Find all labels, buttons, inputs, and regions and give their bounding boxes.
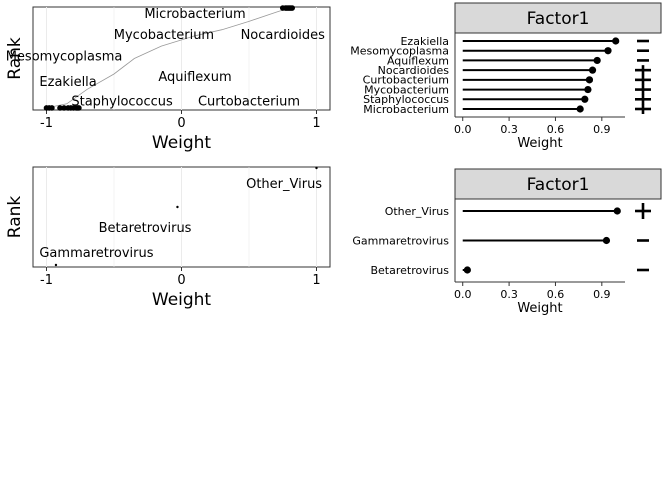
- y-axis-title: Rank: [5, 196, 25, 239]
- facet-strip: [454, 2, 662, 34]
- data-point: [76, 105, 82, 111]
- feature-label: Mesomycoplasma: [6, 49, 123, 64]
- lollipop-head: [588, 66, 597, 74]
- category-label: Staphylococcus: [363, 93, 449, 106]
- category-label: Aquiflexum: [387, 54, 449, 67]
- data-point: [49, 105, 55, 111]
- data-point: [61, 105, 67, 111]
- lollipop-head: [585, 76, 594, 84]
- feature-label: Other_Virus: [246, 177, 322, 192]
- data-point: [54, 263, 58, 267]
- x-tick-label: 0.9: [593, 123, 611, 136]
- feature-label: Mycobacterium: [114, 28, 214, 43]
- x-tick-label: 0.0: [454, 288, 472, 301]
- x-tick-label: 1: [312, 116, 320, 131]
- lollipop-head: [581, 95, 589, 103]
- lollipop-head: [602, 236, 611, 245]
- feature-label: Aquiflexum: [158, 70, 231, 85]
- category-label: Mesomycoplasma: [350, 45, 449, 58]
- x-axis-title: Weight: [517, 136, 562, 151]
- feature-label: Ezakiella: [39, 75, 96, 90]
- facet-title: Factor1: [527, 175, 590, 195]
- lollipop-head: [593, 56, 601, 65]
- lollipop-head: [613, 207, 621, 215]
- x-tick-label: 0.9: [593, 288, 611, 301]
- x-tick-label: 0: [177, 116, 185, 131]
- feature-label: Betaretrovirus: [99, 221, 192, 236]
- category-label: Gammaretrovirus: [352, 234, 449, 247]
- feature-label: Staphylococcus: [71, 95, 173, 110]
- facet-strip: [454, 168, 662, 200]
- feature-label: Nocardioides: [241, 28, 326, 43]
- x-axis-title: Weight: [152, 290, 212, 310]
- category-label: Mycobacterium: [364, 83, 449, 96]
- y-axis-title: Rank: [5, 37, 25, 80]
- x-tick-label: 0.6: [547, 123, 565, 136]
- x-tick-label: 0.0: [454, 123, 472, 136]
- category-label: Microbacterium: [363, 103, 449, 116]
- data-point: [315, 166, 318, 170]
- facet-title: Factor1: [527, 9, 590, 29]
- rank-curve: [46, 6, 293, 109]
- data-point: [176, 205, 179, 209]
- x-tick-label: 0.3: [500, 123, 518, 136]
- category-label: Nocardioides: [378, 64, 450, 77]
- data-point: [289, 5, 296, 11]
- x-axis-title: Weight: [152, 133, 212, 153]
- lollipop-head: [612, 37, 620, 45]
- lollipop-head: [576, 105, 584, 113]
- category-label: Curtobacterium: [363, 74, 449, 87]
- x-tick-label: 1: [312, 273, 320, 288]
- feature-label: Gammaretrovirus: [39, 246, 153, 261]
- lollipop-head: [584, 85, 592, 94]
- x-tick-label: -1: [40, 116, 53, 131]
- data-point: [57, 105, 63, 111]
- feature-label: Curtobacterium: [198, 95, 300, 110]
- category-label: Ezakiella: [400, 35, 449, 48]
- x-tick-label: -1: [40, 273, 53, 288]
- x-tick-label: 0.3: [500, 288, 518, 301]
- x-tick-label: 0.6: [547, 288, 565, 301]
- x-axis-title: Weight: [517, 301, 562, 316]
- lollipop-head: [463, 266, 471, 274]
- category-label: Other_Virus: [385, 205, 450, 218]
- x-tick-label: 0: [177, 273, 185, 288]
- category-label: Betaretrovirus: [370, 264, 449, 277]
- lollipop-head: [604, 47, 612, 55]
- feature-label: Microbacterium: [144, 7, 245, 22]
